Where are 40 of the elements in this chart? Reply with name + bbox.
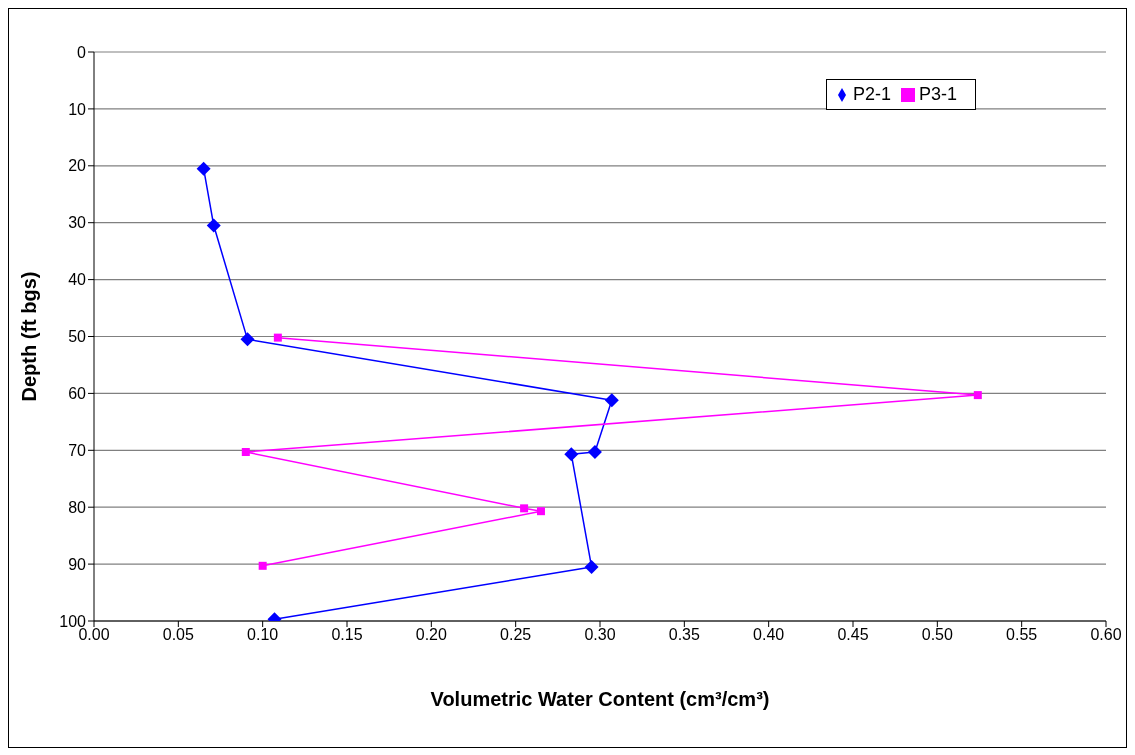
point (206, 218, 221, 233)
point (241, 448, 250, 457)
x-tick-label: 0.50 (921, 626, 954, 644)
x-tick-label: 0.10 (247, 626, 279, 644)
x-tick-label: 0.35 (668, 626, 701, 644)
x-tick-label: 0.20 (415, 626, 448, 644)
y-tick-label: 60 (68, 385, 87, 403)
x-tick-label: 0.25 (500, 626, 532, 644)
x-tick-label: 0.00 (78, 626, 110, 644)
point (604, 393, 619, 408)
point (973, 391, 982, 400)
y-tick-label: 20 (68, 157, 87, 175)
point (196, 161, 211, 176)
y-tick-label: 0 (77, 43, 87, 61)
x-tick-label: 0.15 (331, 626, 363, 644)
x-tick-label: 0.55 (1006, 626, 1038, 644)
x-tick-label: 0.60 (1090, 626, 1122, 644)
x-tick-label: 0.05 (162, 626, 195, 644)
point (584, 559, 599, 574)
point (258, 561, 267, 570)
x-tick-label: 0.40 (753, 626, 785, 644)
x-axis-title: Volumetric Water Content (cm³/cm³) (430, 688, 770, 710)
x-tick-label: 0.45 (837, 626, 869, 644)
y-tick-label: 70 (68, 441, 87, 459)
point (240, 332, 255, 347)
point (564, 447, 579, 462)
y-tick-label: 10 (68, 100, 87, 118)
y-tick-label: 50 (68, 328, 87, 346)
x-tick-label: 0.30 (584, 626, 616, 644)
point (536, 507, 545, 516)
y-axis-title: Depth (ft bgs) (18, 271, 41, 402)
point (273, 333, 282, 342)
y-tick-label: 30 (68, 214, 87, 232)
point (587, 445, 602, 460)
y-tick-label: 90 (68, 555, 87, 573)
point (520, 504, 529, 513)
legend-label: P2-1 (852, 84, 891, 104)
y-tick-label: 40 (68, 271, 87, 289)
y-tick-label: 80 (68, 498, 87, 516)
legend-label: P3-1 (918, 84, 957, 104)
